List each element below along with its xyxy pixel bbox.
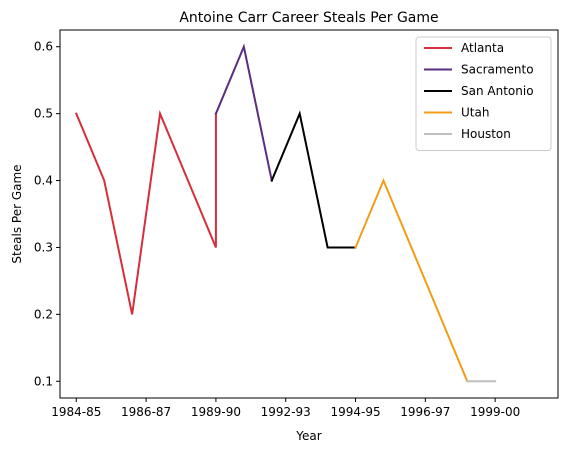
y-tick-label: 0.6 bbox=[34, 40, 53, 54]
x-tick-label: 1984-85 bbox=[51, 405, 101, 419]
legend: Atlanta Sacramento San Antonio Utah Houston bbox=[415, 36, 552, 151]
y-tick-label: 0.2 bbox=[34, 307, 53, 321]
y-axis-ticks: 0.1 0.2 0.3 0.4 0.5 0.6 bbox=[34, 40, 60, 388]
x-tick-label: 1992-93 bbox=[261, 405, 311, 419]
x-tick-label: 1989-90 bbox=[191, 405, 241, 419]
legend-label-houston: Houston bbox=[461, 127, 511, 141]
x-tick-label: 1986-87 bbox=[121, 405, 171, 419]
plot-frame bbox=[59, 29, 559, 399]
y-tick-label: 0.3 bbox=[34, 240, 53, 254]
legend-label-atlanta: Atlanta bbox=[461, 41, 504, 55]
series-line-sacramento bbox=[214, 43, 273, 182]
y-tick-label: 0.1 bbox=[34, 374, 53, 388]
plot-area bbox=[74, 43, 497, 383]
legend-box bbox=[415, 36, 552, 151]
x-tick-label: 1999-00 bbox=[470, 405, 520, 419]
y-axis-label: Steals Per Game bbox=[10, 164, 24, 263]
x-axis-label: Year bbox=[295, 429, 321, 443]
x-tick-label: 1996-97 bbox=[400, 405, 450, 419]
legend-label-san-antonio: San Antonio bbox=[461, 84, 534, 98]
series-line-atlanta bbox=[74, 109, 217, 315]
x-tick-label: 1994-95 bbox=[330, 405, 380, 419]
x-axis-ticks: 1984-85 1986-87 1989-90 1992-93 1994-95 1996-… bbox=[51, 398, 520, 419]
series-line-san-antonio bbox=[270, 110, 357, 249]
chart-title: Antoine Carr Career Steals Per Game bbox=[179, 10, 438, 26]
legend-label-sacramento: Sacramento bbox=[461, 63, 534, 77]
y-tick-label: 0.5 bbox=[34, 107, 53, 121]
series-line-utah bbox=[354, 177, 469, 383]
legend-label-utah: Utah bbox=[461, 106, 489, 120]
y-tick-label: 0.4 bbox=[34, 174, 53, 188]
